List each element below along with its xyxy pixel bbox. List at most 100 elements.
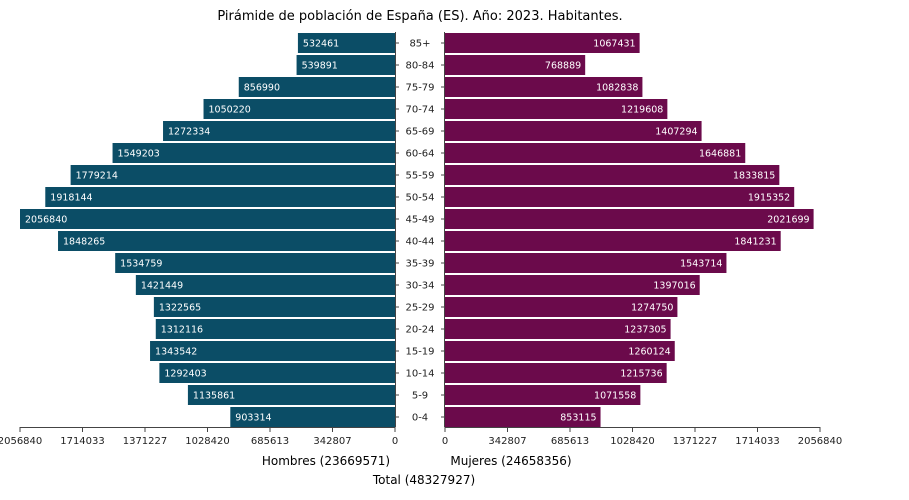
male-bar	[296, 55, 395, 75]
age-group-label: 30-34	[405, 281, 434, 292]
male-bar-value: 1322565	[159, 303, 201, 314]
female-bar	[445, 165, 780, 185]
male-bar-value: 1534759	[120, 259, 162, 270]
female-bar-value: 1397016	[653, 281, 695, 292]
male-axis-tick-label: 1714033	[60, 436, 105, 447]
female-bar	[445, 407, 601, 427]
female-bar	[445, 209, 814, 229]
female-bar-value: 1260124	[628, 347, 670, 358]
male-axis-tick-label: 2056840	[0, 436, 42, 447]
female-axis-tick-label: 2056840	[798, 436, 843, 447]
male-bar	[163, 121, 395, 141]
female-bar	[445, 143, 746, 163]
male-bar	[45, 187, 396, 207]
male-bar-value: 1918144	[50, 193, 92, 204]
female-bar-value: 853115	[560, 413, 596, 424]
male-bar-value: 1848265	[63, 237, 105, 248]
female-axis-tick-label: 1714033	[735, 436, 780, 447]
age-group-label: 0-4	[412, 413, 428, 424]
male-bar	[238, 77, 395, 97]
male-bar-value: 1549203	[118, 149, 160, 160]
chart-title: Pirámide de población de España (ES). Añ…	[217, 9, 622, 24]
female-bar	[445, 385, 641, 405]
age-group-label: 35-39	[405, 259, 434, 270]
female-bar	[445, 121, 702, 141]
male-axis-title: Hombres (23669571)	[262, 454, 390, 468]
female-bar-value: 1237305	[624, 325, 666, 336]
female-bar	[445, 363, 667, 383]
male-axis-tick-label: 685613	[251, 436, 289, 447]
male-bar	[187, 385, 395, 405]
female-bar	[445, 33, 640, 53]
male-bar	[58, 231, 395, 251]
male-x-axis: 2056840 1714033 1371227 1028420 685613 342807…	[0, 427, 398, 447]
male-bar-value: 1050220	[209, 105, 251, 116]
female-bar-value: 1082838	[596, 83, 638, 94]
female-axis-tick-label: 1028420	[610, 436, 655, 447]
male-bar	[153, 297, 395, 317]
female-bar-value: 1274750	[631, 303, 673, 314]
male-bar	[150, 341, 395, 361]
male-bar-value: 1779214	[76, 171, 118, 182]
age-group-label: 65-69	[405, 127, 434, 138]
female-bars: 1067431 768889 1082838 1219608 1407294164688…	[445, 33, 814, 427]
male-axis-tick-label: 1028420	[185, 436, 230, 447]
male-bar-value: 1343542	[155, 347, 197, 358]
male-bar-value: 1421449	[141, 281, 183, 292]
female-bar-value: 1215736	[620, 369, 662, 380]
female-bar	[445, 341, 675, 361]
male-bar-value: 1272334	[168, 127, 210, 138]
female-bar	[445, 319, 671, 339]
male-bar-value: 1135861	[193, 391, 235, 402]
age-group-label: 50-54	[405, 193, 434, 204]
male-bar-value: 1292403	[164, 369, 206, 380]
male-bar-value: 2056840	[25, 215, 67, 226]
female-bar	[445, 187, 795, 207]
male-bar	[203, 99, 395, 119]
male-bars: 5324615398918569901050220127233415492031…	[20, 33, 396, 427]
male-bar	[115, 253, 395, 273]
female-bar-value: 1833815	[733, 171, 775, 182]
female-axis-tick-label: 342807	[488, 436, 526, 447]
male-bar	[230, 407, 395, 427]
male-bar-value: 903314	[235, 413, 271, 424]
age-group-label: 10-14	[405, 369, 434, 380]
female-bar-value: 2021699	[767, 215, 809, 226]
female-axis-tick-label: 685613	[551, 436, 589, 447]
age-group-label: 15-19	[405, 347, 434, 358]
male-axis-tick-label: 342807	[313, 436, 351, 447]
female-axis-tick-label: 1371227	[673, 436, 718, 447]
female-bar-value: 1646881	[699, 149, 741, 160]
age-group-label: 55-59	[405, 171, 434, 182]
female-axis-tick-label: 0	[442, 436, 448, 447]
male-bar	[135, 275, 395, 295]
age-group-label: 75-79	[405, 83, 434, 94]
female-bar-value: 1071558	[594, 391, 636, 402]
female-bar	[445, 77, 643, 97]
male-bar	[20, 209, 395, 229]
female-bar-value: 1841231	[734, 237, 776, 248]
age-group-label: 85+	[409, 39, 430, 50]
female-bar-value: 1915352	[748, 193, 790, 204]
female-bar-value: 768889	[545, 61, 581, 72]
male-bar	[297, 33, 395, 53]
male-axis-tick-label: 1371227	[123, 436, 168, 447]
age-group-label: 5-9	[412, 391, 428, 402]
male-bar	[70, 165, 395, 185]
age-group-label: 40-44	[405, 237, 434, 248]
male-bar	[159, 363, 395, 383]
male-bar-value: 532461	[303, 39, 339, 50]
age-group-label: 80-84	[405, 61, 434, 72]
age-group-labels: 85+ 80-84 75-79 70-74 65-69 60-64 55-59 50-54 45…	[395, 32, 445, 427]
age-group-label: 60-64	[405, 149, 434, 160]
female-bar	[445, 297, 678, 317]
age-group-label: 20-24	[405, 325, 434, 336]
male-bar-value: 856990	[244, 83, 280, 94]
female-x-axis: 0 342807 685613 1028420 1371227 1714033 205684…	[442, 427, 842, 447]
age-group-label: 25-29	[405, 303, 434, 314]
male-bar-value: 539891	[302, 61, 338, 72]
female-bar-value: 1543714	[680, 259, 722, 270]
female-bar-value: 1067431	[593, 39, 635, 50]
male-axis-tick-label: 0	[392, 436, 398, 447]
